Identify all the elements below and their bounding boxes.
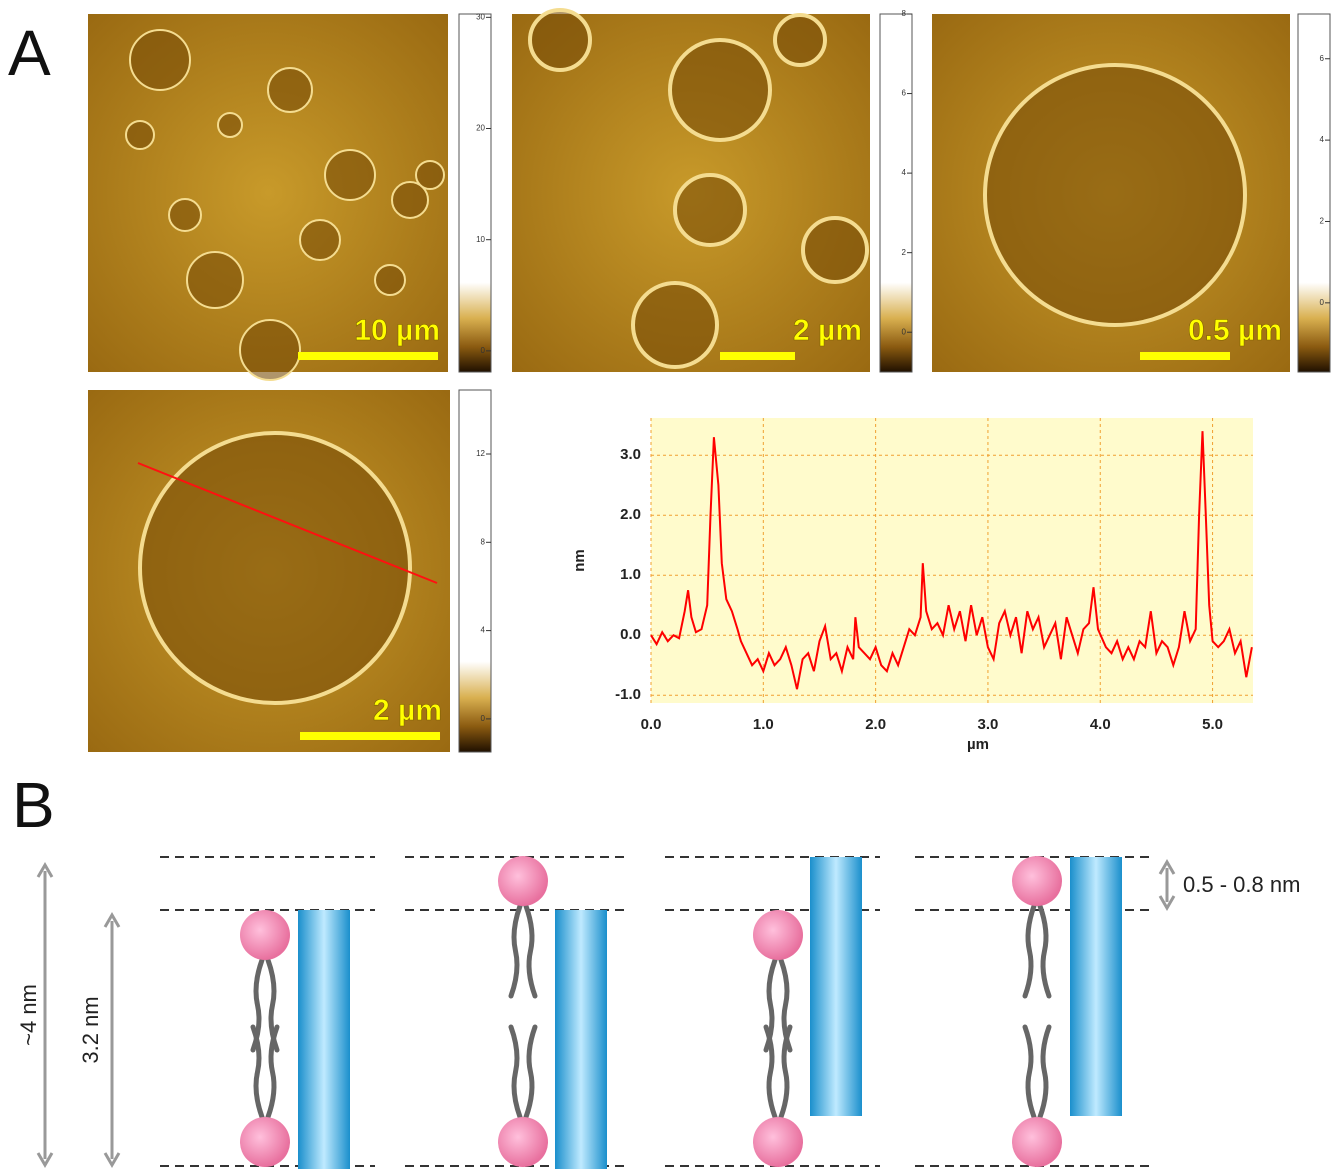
x-tick-label: 1.0 bbox=[753, 716, 774, 733]
x-axis-label: µm bbox=[967, 736, 989, 753]
y-tick-label: 0.0 bbox=[620, 626, 641, 643]
domain bbox=[775, 15, 825, 65]
lipid-head bbox=[240, 910, 290, 960]
lipid-head bbox=[1012, 1117, 1062, 1167]
colorbar-tick-label: 4 bbox=[1320, 135, 1325, 144]
colorbar-tick-label: 0 bbox=[1320, 298, 1325, 307]
lipid-head bbox=[240, 1117, 290, 1167]
x-tick-label: 4.0 bbox=[1090, 716, 1111, 733]
peptide bbox=[1070, 857, 1122, 1116]
lipid-head bbox=[1012, 856, 1062, 906]
scale-bar-label: 2 µm bbox=[373, 694, 442, 727]
domain bbox=[169, 199, 201, 231]
dimension-label: 3.2 nm bbox=[78, 996, 103, 1063]
lipid-head bbox=[753, 1117, 803, 1167]
figure: A B 10 µm30201002 µm864200.5 µm64202 µm1… bbox=[0, 0, 1340, 1169]
domain bbox=[985, 65, 1245, 325]
lipid-tail bbox=[511, 906, 520, 996]
domain bbox=[300, 220, 340, 260]
colorbar-tick-label: 0 bbox=[481, 714, 486, 723]
domain bbox=[530, 10, 590, 70]
colorbar-tick-label: 0 bbox=[481, 346, 486, 355]
y-axis-label: nm bbox=[571, 549, 588, 572]
colorbar-tick-label: 8 bbox=[481, 537, 486, 546]
x-tick-label: 5.0 bbox=[1202, 716, 1223, 733]
x-tick-label: 3.0 bbox=[978, 716, 999, 733]
plot-area bbox=[651, 418, 1253, 703]
colorbar-tick-label: 4 bbox=[481, 626, 486, 635]
y-tick-label: -1.0 bbox=[615, 686, 641, 703]
domain bbox=[126, 121, 154, 149]
lipid-tail bbox=[526, 1027, 535, 1117]
colorbar-tick-label: 0 bbox=[902, 327, 907, 336]
lipid-tail bbox=[1025, 906, 1034, 996]
colorbar-tick-label: 12 bbox=[476, 449, 485, 458]
domain bbox=[325, 150, 375, 200]
y-tick-label: 2.0 bbox=[620, 506, 641, 523]
scale-bar bbox=[300, 732, 440, 740]
peptide bbox=[298, 910, 350, 1169]
colorbar bbox=[1298, 14, 1330, 372]
x-tick-label: 0.0 bbox=[641, 716, 662, 733]
colorbar-tick-label: 4 bbox=[902, 168, 907, 177]
domain bbox=[375, 265, 405, 295]
lipid-tail bbox=[1025, 1027, 1034, 1117]
colorbar-tick-label: 20 bbox=[476, 124, 485, 133]
peptide bbox=[555, 910, 607, 1169]
panel-label: A bbox=[8, 17, 51, 89]
scale-bar bbox=[1140, 352, 1230, 360]
y-tick-label: 1.0 bbox=[620, 566, 641, 583]
domain bbox=[240, 320, 300, 380]
domain bbox=[130, 30, 190, 90]
lipid-head bbox=[498, 1117, 548, 1167]
domain bbox=[218, 113, 242, 137]
scale-bar bbox=[720, 352, 795, 360]
colorbar-tick-label: 8 bbox=[902, 9, 907, 18]
lipid-head bbox=[498, 856, 548, 906]
dimension-label: ~4 nm bbox=[16, 984, 41, 1046]
lipid-tail bbox=[1040, 1027, 1049, 1117]
scale-bar-label: 2 µm bbox=[793, 314, 862, 347]
y-tick-label: 3.0 bbox=[620, 446, 641, 463]
domain bbox=[670, 40, 770, 140]
colorbar-tick-label: 6 bbox=[902, 89, 907, 98]
colorbar bbox=[459, 390, 491, 752]
scale-bar-label: 10 µm bbox=[354, 314, 440, 347]
domain bbox=[140, 433, 410, 703]
x-tick-label: 2.0 bbox=[865, 716, 886, 733]
colorbar bbox=[880, 14, 912, 372]
lipid-tail bbox=[511, 1027, 520, 1117]
scale-bar-label: 0.5 µm bbox=[1188, 314, 1282, 347]
colorbar-tick-label: 6 bbox=[1320, 54, 1325, 63]
panel-label: B bbox=[12, 769, 55, 841]
domain bbox=[803, 218, 867, 282]
lipid-head bbox=[753, 910, 803, 960]
colorbar-tick-label: 2 bbox=[902, 248, 907, 257]
colorbar bbox=[459, 14, 491, 372]
dimension-label: 0.5 - 0.8 nm bbox=[1183, 872, 1300, 897]
colorbar-tick-label: 2 bbox=[1320, 217, 1325, 226]
colorbar-tick-label: 10 bbox=[476, 235, 485, 244]
colorbar-tick-label: 30 bbox=[476, 12, 485, 21]
peptide bbox=[810, 857, 862, 1116]
domain bbox=[416, 161, 444, 189]
scale-bar bbox=[298, 352, 438, 360]
domain bbox=[187, 252, 243, 308]
domain bbox=[633, 283, 717, 367]
lipid-tail bbox=[1040, 906, 1049, 996]
lipid-tail bbox=[526, 906, 535, 996]
domain bbox=[675, 175, 745, 245]
domain bbox=[268, 68, 312, 112]
